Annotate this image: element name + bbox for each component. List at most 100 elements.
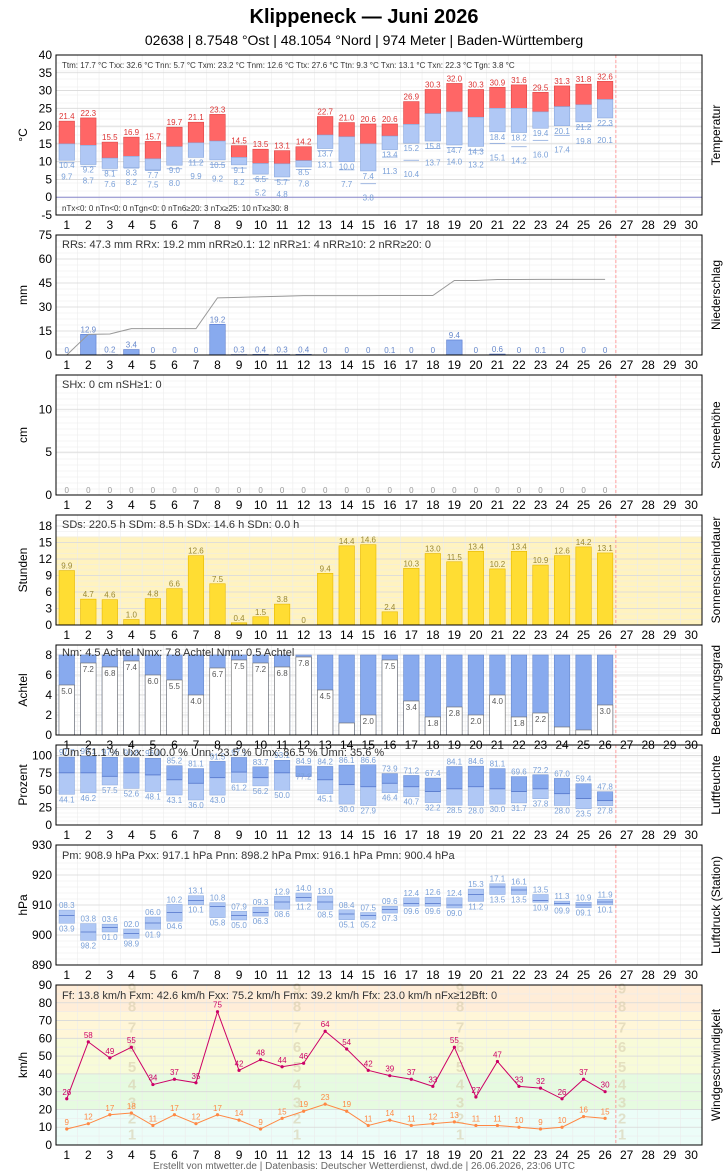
- tmin5-label: 7.7: [341, 180, 353, 189]
- tmax-bar: [209, 114, 226, 142]
- x-tick-label: 10: [254, 358, 268, 372]
- pressure-max-label: 10.9: [576, 893, 592, 902]
- panel-frame: [55, 514, 703, 626]
- humidity-stats: Um: 61.1 % Uxx: 100.0 % Unn: 23.5 % Umx:…: [62, 747, 384, 759]
- y-tick-label: 9: [45, 569, 52, 583]
- x-tick-label: 14: [340, 218, 354, 232]
- humidity-upper-bar: [403, 775, 420, 787]
- y-tick-label: 0: [45, 190, 52, 204]
- x-tick-label: 19: [448, 628, 462, 642]
- y-tick-label: 0: [45, 1138, 52, 1152]
- x-tick-label: 16: [383, 1148, 397, 1162]
- mean-wind-point: [431, 1122, 435, 1126]
- x-tick-label: 30: [685, 218, 699, 232]
- pressure-min-label: 01.0: [102, 933, 118, 942]
- mean-wind-label: 10: [515, 1116, 524, 1125]
- beaufort-number: 8: [618, 998, 626, 1015]
- cloud-label: 2.0: [470, 717, 482, 726]
- tmin-label: 14.3: [468, 147, 484, 156]
- pressure-min-label: 13.5: [490, 896, 506, 905]
- y-tick-label: 18: [39, 519, 53, 533]
- x-tick-label: 21: [491, 628, 505, 642]
- panel-frame: [55, 644, 703, 736]
- precip-label: 0: [603, 346, 608, 355]
- snow-label: 0: [129, 486, 134, 495]
- humidity-min-label: 46.2: [81, 794, 97, 803]
- x-tick-label: 23: [534, 358, 548, 372]
- tmin5-label: 17.4: [554, 145, 570, 154]
- tmin-label: 13.7: [317, 150, 333, 159]
- y-tick-label: 60: [39, 252, 53, 266]
- pressure-bar: [403, 897, 420, 907]
- humidity-min-label: 30.0: [339, 805, 355, 814]
- gust-label: 33: [515, 1075, 524, 1084]
- pressure-min-label: 08.6: [274, 910, 290, 919]
- x-tick-label: 9: [236, 498, 243, 512]
- gust-label: 48: [256, 1049, 265, 1058]
- y-tick-label: 100: [32, 748, 52, 762]
- cloud-label: 0.5: [578, 732, 590, 741]
- mean-wind-point: [302, 1109, 306, 1113]
- y-axis-label: cm: [16, 427, 30, 443]
- gust-label: 32: [536, 1077, 545, 1086]
- x-tick-label: 12: [297, 358, 311, 372]
- tmax-bar: [230, 145, 248, 158]
- humidity-max-label: 81.1: [490, 760, 506, 769]
- y-tick-label: 0: [45, 818, 52, 832]
- humidity-lower-bar: [338, 784, 355, 805]
- mean-wind-point: [538, 1127, 543, 1131]
- tmax-bar: [274, 150, 291, 165]
- humidity-min-label: 77.2: [296, 772, 312, 781]
- beaufort-number: 1: [293, 1126, 301, 1143]
- pressure-min-label: 09.9: [554, 906, 570, 915]
- precip-label: 0: [344, 346, 349, 355]
- tmax-label: 14.5: [231, 137, 247, 146]
- x-tick-label: 22: [512, 828, 526, 842]
- humidity-lower-bar: [58, 772, 75, 795]
- tmax-bar: [446, 83, 463, 113]
- pressure-min-label: 98.9: [124, 939, 140, 948]
- pressure-max-label: 08.4: [339, 901, 355, 910]
- mean-wind-point: [388, 1118, 392, 1122]
- x-tick-label: 16: [383, 358, 397, 372]
- panel-wind: 0102030405060708090123456789123456789123…: [16, 978, 723, 1162]
- pressure-min-label: 11.2: [468, 902, 484, 911]
- precip-label: 0.4: [298, 345, 310, 354]
- pressure-max-label: 12.4: [447, 889, 463, 898]
- x-tick-label: 13: [318, 358, 332, 372]
- mean-wind-line: [66, 1103, 606, 1130]
- x-tick-label: 17: [405, 218, 419, 232]
- humidity-upper-bar: [360, 764, 377, 787]
- humidity-max-label: 72.2: [533, 766, 549, 775]
- temperature-counts: nTx<0: 0 nTn<0: 0 nTgn<0: 0 nTn6≥20: 3 n…: [62, 204, 289, 213]
- x-tick-label: 5: [150, 828, 157, 842]
- pressure-min-label: 04.6: [167, 922, 183, 931]
- x-tick-label: 28: [641, 218, 655, 232]
- y-tick-label: 8: [45, 648, 52, 662]
- tmax-bar: [553, 85, 571, 107]
- y-tick-label: 900: [32, 928, 52, 942]
- gust-label: 39: [385, 1065, 394, 1074]
- sunshine-label: 14.4: [339, 537, 355, 546]
- beaufort-number: 9: [293, 981, 301, 998]
- pressure-stats: Pm: 908.9 hPa Pxx: 917.1 hPa Pnn: 898.2 …: [62, 850, 455, 862]
- pressure-min-label: 10.1: [188, 906, 204, 915]
- pressure-max-label: 03.6: [102, 915, 118, 924]
- gust-label: 42: [364, 1059, 373, 1068]
- tmean-bar: [381, 135, 398, 150]
- humidity-min-label: 37.8: [533, 800, 549, 809]
- cloud-label: 6.0: [147, 677, 159, 686]
- x-tick-label: 25: [577, 218, 591, 232]
- humidity-lower-bar: [231, 771, 248, 783]
- beaufort-number: 7: [128, 1020, 136, 1037]
- gust-point: [560, 1097, 564, 1101]
- gust-label: 37: [407, 1068, 416, 1077]
- x-tick-label: 7: [193, 1148, 200, 1162]
- x-tick-label: 15: [362, 218, 376, 232]
- tmax-label: 21.0: [339, 114, 355, 123]
- x-tick-label: 24: [555, 1148, 569, 1162]
- gust-point: [409, 1077, 413, 1081]
- x-tick-label: 24: [555, 828, 569, 842]
- sunshine-label: 14.6: [360, 536, 376, 545]
